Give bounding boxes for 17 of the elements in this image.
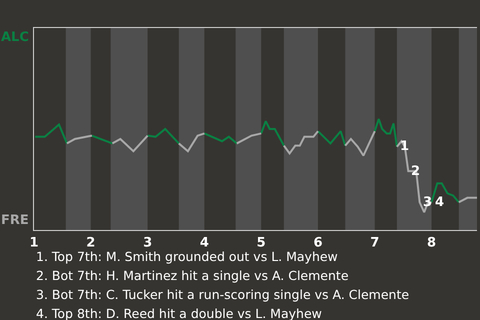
annotation: 3	[423, 195, 432, 210]
text: 3. Bot 7th: C. Tucker hit a run-scoring single vs A. Clemente	[36, 287, 410, 302]
x-tick-label: 6	[313, 236, 322, 251]
x-tick-label: 8	[427, 236, 436, 251]
annotation: 1	[400, 139, 410, 154]
x-tick-label: 7	[370, 236, 380, 251]
x-tick-label: 2	[86, 236, 96, 251]
x-tick-label: 1	[29, 236, 39, 251]
annotation: 4	[435, 195, 444, 210]
text: 1. Top 7th: M. Smith grounded out vs L. Mayhew	[36, 249, 338, 264]
text: 2. Bot 7th: H. Martinez hit a single vs A. Clemente	[36, 268, 349, 283]
text: FRE	[1, 213, 29, 228]
x-tick-label: 4	[200, 236, 209, 251]
x-tick-label: 5	[256, 236, 266, 251]
annotation: 2	[411, 164, 420, 179]
x-tick-label: 3	[143, 236, 152, 251]
text: ALC	[1, 30, 29, 45]
